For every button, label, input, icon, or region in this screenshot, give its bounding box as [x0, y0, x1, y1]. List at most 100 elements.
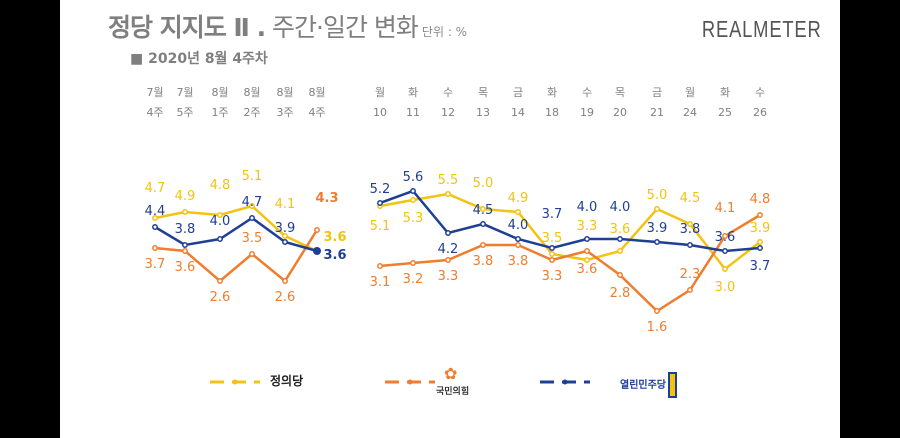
- data-label: 5.3: [403, 211, 424, 226]
- data-point: [515, 242, 521, 248]
- data-point: [584, 248, 590, 254]
- data-point: [445, 257, 451, 263]
- x-tick-label: 7월: [146, 86, 163, 99]
- data-label: 3.3: [542, 269, 563, 284]
- data-point: [377, 263, 383, 269]
- data-label: 2.3: [680, 267, 701, 282]
- data-point: [515, 209, 521, 215]
- x-tick-label: 1주: [211, 106, 228, 119]
- x-tick-label: 3주: [276, 106, 293, 119]
- data-point: [182, 248, 188, 254]
- data-point: [722, 233, 728, 239]
- data-label: 4.0: [577, 200, 598, 215]
- data-point: [617, 272, 623, 278]
- data-point: [480, 206, 486, 212]
- x-tick-label: 21: [650, 106, 664, 119]
- data-label: 3.3: [438, 269, 459, 284]
- x-tick-label: 8월: [308, 86, 325, 99]
- data-label: 4.5: [680, 191, 701, 206]
- data-point: [152, 215, 158, 221]
- data-label: 4.0: [210, 214, 231, 229]
- data-label: 3.6: [175, 260, 196, 275]
- x-tick-label: 18: [545, 106, 559, 119]
- unit-label: 단위 : %: [421, 25, 468, 39]
- data-point: [249, 215, 255, 221]
- series-line: [379, 213, 761, 313]
- data-point: [217, 278, 223, 284]
- x-tick-label: 8월: [211, 86, 228, 99]
- data-point: [757, 239, 763, 245]
- data-point: [313, 247, 321, 255]
- data-point: [722, 248, 728, 254]
- series-line: [154, 229, 319, 283]
- x-tick-label: 12: [441, 106, 455, 119]
- data-point: [217, 212, 223, 218]
- data-point: [152, 224, 158, 230]
- chart-panel: 정당 지지도 Ⅱ . 주간·일간 변화 단위 : % ■ 2020년 8월 4주차…: [60, 0, 840, 438]
- x-tick-label: 화: [408, 86, 418, 99]
- data-label: 5.1: [242, 169, 263, 184]
- data-label: 2.8: [610, 286, 631, 301]
- data-point: [757, 245, 763, 251]
- data-point: [480, 221, 486, 227]
- data-label: 4.2: [438, 242, 459, 257]
- data-label: 3.8: [508, 254, 529, 269]
- legend-label: 정의당: [270, 374, 304, 388]
- data-point: [549, 245, 555, 251]
- data-point: [410, 188, 416, 194]
- data-label: 4.0: [610, 200, 631, 215]
- x-tick-label: 19: [580, 106, 594, 119]
- x-tick-label: 2주: [243, 106, 260, 119]
- legend-ppp: ✿ 국민의힘: [436, 364, 470, 397]
- data-label: 3.5: [242, 231, 263, 246]
- data-label: 5.5: [438, 173, 459, 188]
- data-point: [445, 191, 451, 197]
- data-label: 3.9: [750, 221, 771, 236]
- data-label: 4.9: [508, 191, 529, 206]
- line-chart: 7월 4주 7월 5주 8월 1주 8월 2주 8월 3주 8월 4주 월 10 화 11 수 12 목 13 금 14 화…: [145, 86, 771, 385]
- page-title: 정당 지지도 Ⅱ . 주간·일간 변화 단위 : %: [108, 8, 467, 44]
- data-point: [410, 260, 416, 266]
- x-tick-label: 수: [443, 86, 453, 99]
- data-point: [515, 236, 521, 242]
- data-label: 4.9: [175, 189, 196, 204]
- legend-label: 열린민주당: [620, 380, 666, 391]
- data-point: [282, 278, 288, 284]
- legend-label: 국민의힘: [436, 387, 470, 397]
- legend-open-democratic: 열린민주당: [620, 372, 677, 398]
- x-tick-label: 8월: [243, 86, 260, 99]
- data-point: [584, 257, 590, 263]
- data-label: 3.9: [275, 221, 296, 236]
- legend-dot-marker: [232, 379, 238, 385]
- data-point: [152, 245, 158, 251]
- data-label: 3.6: [323, 230, 346, 245]
- realmeter-logo: REALMETER: [702, 16, 822, 42]
- legend-dot-marker: [407, 379, 413, 385]
- data-label: 4.3: [315, 191, 338, 206]
- x-tick-label: 20: [613, 106, 627, 119]
- x-tick-label: 수: [755, 86, 765, 99]
- x-tick-label: 26: [753, 106, 767, 119]
- x-tick-label: 4주: [308, 106, 325, 119]
- x-tick-label: 7월: [176, 86, 193, 99]
- data-label: 3.6: [323, 248, 346, 263]
- data-point: [654, 206, 660, 212]
- data-label: 3.8: [680, 222, 701, 237]
- data-point: [377, 200, 383, 206]
- x-tick-label: 14: [511, 106, 525, 119]
- x-tick-label: 25: [718, 106, 732, 119]
- data-point: [654, 308, 660, 314]
- legend-justice: 정의당: [270, 372, 303, 389]
- series-line: [154, 204, 318, 253]
- data-point: [249, 203, 255, 209]
- data-label: 4.8: [750, 192, 771, 207]
- data-point: [314, 227, 320, 233]
- data-label: 4.0: [508, 218, 529, 233]
- data-label: 5.6: [403, 170, 424, 185]
- data-label: 3.6: [715, 230, 736, 245]
- x-tick-label: 월: [375, 86, 385, 99]
- data-label: 3.6: [610, 222, 631, 237]
- data-point: [217, 236, 223, 242]
- data-point: [182, 242, 188, 248]
- data-label: 5.1: [370, 219, 391, 234]
